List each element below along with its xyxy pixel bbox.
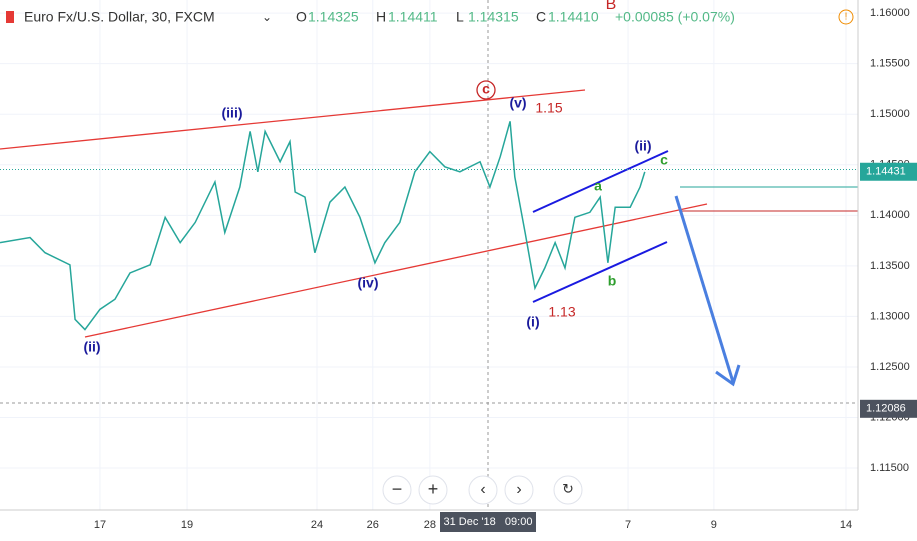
reset[interactable] [553, 475, 583, 505]
change: +0.00085 (+0.07%) [615, 9, 735, 25]
wave-label: c [660, 152, 668, 168]
scroll-left[interactable] [468, 475, 498, 505]
wave-label: b [608, 273, 617, 289]
ohlc-value: 1.14410 [548, 9, 599, 25]
wave-label: (iv) [358, 275, 379, 291]
alert-icon: ! [845, 12, 848, 23]
x-tick-label: 7 [625, 519, 631, 531]
zoom-out[interactable] [382, 475, 412, 505]
x-tick-label: 28 [424, 519, 436, 531]
arrow [674, 195, 741, 387]
axes: 1.160001.155001.150001.145001.140001.135… [94, 7, 917, 532]
x-tick-label: 26 [367, 519, 379, 531]
ohlc-key: O [296, 9, 307, 25]
y-tick-label: 1.11500 [870, 462, 909, 474]
reset-icon: ↻ [562, 481, 574, 497]
wave-label: B [606, 0, 617, 13]
wave-label: (ii) [83, 339, 100, 355]
channel-line [532, 241, 668, 303]
wave-label: c [482, 81, 490, 97]
circle-marker [476, 80, 496, 100]
x-tick-label: 19 [181, 519, 193, 531]
wave-label: (v) [509, 95, 526, 111]
wave-label: a [594, 178, 602, 194]
scroll-left-icon: ‹ [480, 481, 485, 498]
wave-label: (ii) [634, 138, 651, 154]
ohlc-key: H [376, 9, 386, 25]
wave-label: 1.13 [548, 304, 575, 320]
y-tick-label: 1.13000 [870, 310, 910, 322]
logo [6, 11, 14, 23]
crosshair-time [440, 512, 536, 532]
symbol-title: Euro Fx/U.S. Dollar, 30, FXCM [24, 9, 215, 25]
trend-line [0, 89, 586, 150]
wave-label: (i) [526, 314, 539, 330]
ohlc-value: 1.14325 [308, 9, 359, 25]
y-tick-label: 1.12500 [870, 361, 910, 373]
annotations: (iii) (v) 1.15 c B (ii) (iv) (i) 1.13 (ii) a b c [83, 0, 668, 355]
series [0, 121, 646, 331]
ohlc-value: 1.14315 [468, 9, 519, 25]
x-tick-label: 14 [840, 519, 852, 531]
x-tick-label: 9 [711, 519, 717, 531]
y-tick-label: 1.15000 [870, 108, 910, 120]
wave-label: 1.15 [535, 100, 562, 116]
toolbar: − + ‹ › ↻ [382, 475, 583, 505]
y-tick-label: 1.16000 [870, 7, 910, 19]
grid [0, 0, 858, 510]
zoom-in-icon: + [428, 479, 439, 499]
ohlc: O 1.14325 H 1.14411 L 1.14315 C 1.14410 [296, 9, 599, 25]
price-line [0, 121, 646, 331]
alert-icon [838, 9, 854, 25]
y-tick-label: 1.14000 [870, 209, 910, 221]
last-price-label: 1.14431 [866, 166, 906, 178]
y-tick-label: 1.15500 [870, 58, 910, 70]
y-tick-label: 1.13500 [870, 260, 910, 272]
channel-line [532, 150, 669, 213]
ohlc-key: L [456, 9, 464, 25]
crosshair-price [860, 399, 917, 418]
ohlc-value: 1.14411 [388, 9, 438, 25]
ohlc-key: C [536, 9, 546, 25]
zoom-out-icon: − [392, 479, 403, 499]
last-price [860, 162, 917, 181]
crosshair-time-label: 31 Dec '18 09:00 [444, 516, 533, 528]
wave-label: (iii) [222, 105, 243, 121]
crosshair-price-label: 1.12086 [866, 403, 906, 415]
x-tick-label: 17 [94, 519, 106, 531]
scroll-right[interactable] [504, 475, 534, 505]
dropdown-icon: ⌄ [262, 10, 272, 24]
x-tick-label: 24 [311, 519, 323, 531]
zoom-in[interactable] [418, 475, 448, 505]
scroll-right-icon: › [516, 481, 521, 498]
